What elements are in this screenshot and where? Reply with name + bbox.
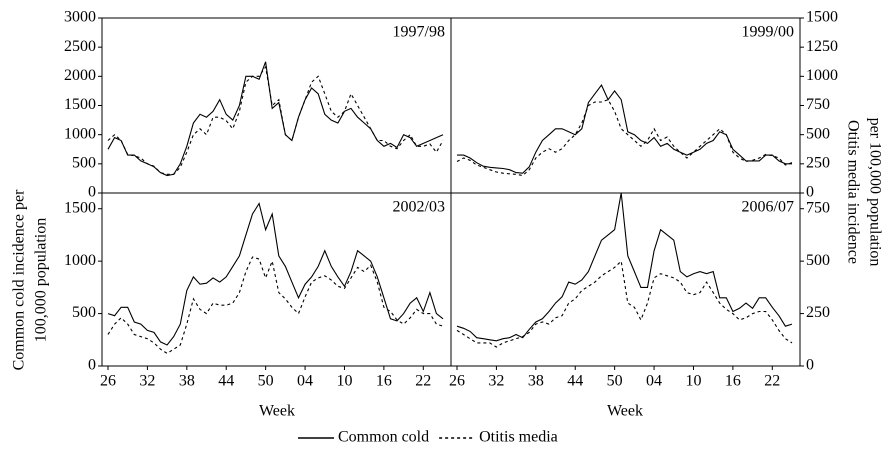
x-tick-label: 44 xyxy=(567,373,583,390)
y-axis-label: 100,000 population xyxy=(33,218,50,342)
line-series xyxy=(456,260,793,348)
y2-tick-label: 500 xyxy=(806,125,830,142)
x-tick-label: 10 xyxy=(685,373,701,390)
line-series xyxy=(107,65,444,175)
x-tick-label: 44 xyxy=(218,373,234,390)
y2-tick-label: 1500 xyxy=(806,9,838,26)
x-tick-label: 22 xyxy=(764,373,780,390)
x-tick-label: 22 xyxy=(415,373,431,390)
y-tick-label: 0 xyxy=(88,184,96,201)
y2-tick-label: 250 xyxy=(806,155,830,172)
line-series xyxy=(107,202,444,346)
y-tick-label: 1500 xyxy=(64,199,96,216)
x-tick-label: 04 xyxy=(297,373,313,390)
line-series xyxy=(107,61,444,177)
legend-label: Otitis media xyxy=(479,429,558,446)
y2-tick-label: 500 xyxy=(806,252,830,269)
y-tick-label: 1500 xyxy=(64,96,96,113)
y2-tick-label: 750 xyxy=(806,96,830,113)
x-tick-label: 26 xyxy=(449,373,465,390)
x-tick-label: 10 xyxy=(336,373,352,390)
line-series xyxy=(456,99,793,177)
line-series xyxy=(456,192,793,342)
y2-tick-label: 0 xyxy=(806,357,814,374)
legend-label: Common cold xyxy=(338,429,429,446)
x-tick-label: 50 xyxy=(258,373,274,390)
y-tick-label: 2500 xyxy=(64,38,96,55)
y2-tick-label: 750 xyxy=(806,199,830,216)
x-tick-label: 38 xyxy=(179,373,195,390)
line-series xyxy=(457,84,792,174)
x-tick-label: 38 xyxy=(528,373,544,390)
x-tick-label: 16 xyxy=(376,373,392,390)
line-series xyxy=(107,256,444,355)
y-tick-label: 3000 xyxy=(64,9,96,26)
x-tick-label: 32 xyxy=(488,373,504,390)
y2-tick-label: 1250 xyxy=(806,38,838,55)
y2-tick-label: 0 xyxy=(806,184,814,201)
panel-title: 1999/00 xyxy=(742,24,794,41)
x-tick-label: 32 xyxy=(139,373,155,390)
panel-title: 2006/07 xyxy=(742,199,794,216)
x-tick-label: 16 xyxy=(725,373,741,390)
y2-axis-label: Otitis media incidence xyxy=(844,120,861,264)
y2-tick-label: 250 xyxy=(806,304,830,321)
panel-title: 2002/03 xyxy=(393,199,445,216)
y2-axis-label: per 100,000 population xyxy=(866,118,883,267)
x-axis-label: Week xyxy=(259,403,295,420)
y-tick-label: 500 xyxy=(72,304,96,321)
y-tick-label: 1000 xyxy=(64,252,96,269)
y-tick-label: 500 xyxy=(72,155,96,172)
x-tick-label: 26 xyxy=(100,373,116,390)
panel-title: 1997/98 xyxy=(393,24,445,41)
x-tick-label: 50 xyxy=(607,373,623,390)
y2-tick-label: 1000 xyxy=(806,67,838,84)
x-axis-label: Week xyxy=(607,403,643,420)
y-tick-label: 1000 xyxy=(64,125,96,142)
y-axis-label: Common cold incidence per xyxy=(11,189,28,371)
y-tick-label: 2000 xyxy=(64,67,96,84)
y-tick-label: 0 xyxy=(88,357,96,374)
x-tick-label: 04 xyxy=(646,373,662,390)
